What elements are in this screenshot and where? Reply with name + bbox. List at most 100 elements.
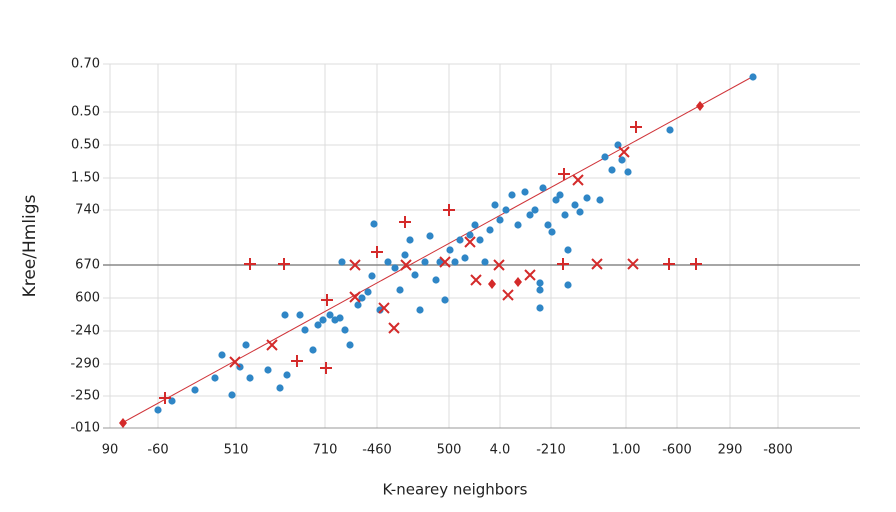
data-point <box>564 246 572 254</box>
data-point <box>591 258 603 270</box>
x-tick-label: 1.00 <box>612 443 641 458</box>
data-point <box>159 392 171 404</box>
y-tick-label: -290 <box>70 357 100 372</box>
y-tick-label: -240 <box>70 324 100 339</box>
data-point <box>446 246 454 254</box>
data-point <box>536 286 544 294</box>
data-point <box>384 258 392 266</box>
data-point <box>470 274 482 286</box>
data-point <box>278 258 290 270</box>
data-point <box>464 236 476 248</box>
trend-line <box>121 76 753 424</box>
data-point <box>493 259 505 271</box>
data-point <box>378 302 390 314</box>
data-point <box>601 153 609 161</box>
y-tick-label: 0.50 <box>71 138 100 153</box>
data-point <box>391 264 399 272</box>
data-point <box>488 279 496 289</box>
data-point <box>544 221 552 229</box>
x-tick-label: -60 <box>147 443 168 458</box>
data-point <box>508 191 516 199</box>
data-point <box>421 258 429 266</box>
data-point <box>326 311 334 319</box>
data-point <box>211 374 219 382</box>
data-point <box>536 279 544 287</box>
y-tick-label: 670 <box>75 258 100 273</box>
data-point <box>228 391 236 399</box>
data-point <box>281 311 289 319</box>
data-point <box>696 101 704 111</box>
x-tick-label: -800 <box>763 443 793 458</box>
data-point <box>276 384 284 392</box>
data-point <box>370 220 378 228</box>
data-point <box>283 371 291 379</box>
data-point <box>521 188 529 196</box>
data-point <box>301 326 309 334</box>
x-tick-label: -210 <box>536 443 566 458</box>
x-tick-label: 500 <box>437 443 462 458</box>
data-point <box>456 236 464 244</box>
data-point <box>624 168 632 176</box>
data-point <box>618 156 626 164</box>
data-point <box>486 226 494 234</box>
data-point <box>346 341 354 349</box>
x-tick-label: -600 <box>662 443 692 458</box>
x-tick-label: -460 <box>362 443 392 458</box>
data-point <box>514 277 522 287</box>
data-point <box>321 294 333 306</box>
data-point <box>119 418 127 428</box>
data-point <box>561 211 569 219</box>
data-point <box>481 258 489 266</box>
data-point <box>491 201 499 209</box>
data-point <box>536 304 544 312</box>
data-point <box>388 322 400 334</box>
data-point <box>396 286 404 294</box>
data-point <box>218 351 226 359</box>
data-point <box>358 294 366 302</box>
data-point <box>496 216 504 224</box>
data-point <box>502 206 510 214</box>
x-tick-label: 290 <box>718 443 743 458</box>
data-point <box>556 191 564 199</box>
data-point <box>502 289 514 301</box>
data-point <box>354 301 362 309</box>
data-point <box>618 146 630 158</box>
data-point <box>466 231 474 239</box>
data-point <box>526 211 534 219</box>
y-tick-label: 0.50 <box>71 105 100 120</box>
data-point <box>451 258 459 266</box>
data-point <box>749 73 757 81</box>
grid <box>103 63 860 429</box>
y-tick-label: -250 <box>70 389 100 404</box>
data-point <box>426 232 434 240</box>
data-point <box>461 254 469 262</box>
data-point <box>666 126 674 134</box>
x-tick-label: 510 <box>224 443 249 458</box>
data-point <box>242 341 250 349</box>
y-tick-label: 0.70 <box>71 57 100 72</box>
data-point <box>320 362 332 374</box>
data-point <box>154 406 162 414</box>
data-point <box>364 288 372 296</box>
data-point <box>368 272 376 280</box>
data-point <box>476 236 484 244</box>
data-point <box>583 194 591 202</box>
data-point <box>246 374 254 382</box>
x-tick-label: 710 <box>313 443 338 458</box>
data-point <box>314 321 322 329</box>
data-point <box>557 258 569 270</box>
data-point <box>296 311 304 319</box>
data-point <box>552 196 560 204</box>
data-point <box>319 316 327 324</box>
data-point <box>690 258 702 270</box>
data-point <box>416 306 424 314</box>
data-point <box>191 386 199 394</box>
y-tick-label: 600 <box>75 291 100 306</box>
data-point <box>572 174 584 186</box>
x-axis-title: K-nearey neighbors <box>383 481 528 499</box>
data-point <box>349 259 361 271</box>
data-point <box>441 296 449 304</box>
y-tick-label: 1.50 <box>71 171 100 186</box>
data-point <box>531 206 539 214</box>
data-point <box>432 276 440 284</box>
